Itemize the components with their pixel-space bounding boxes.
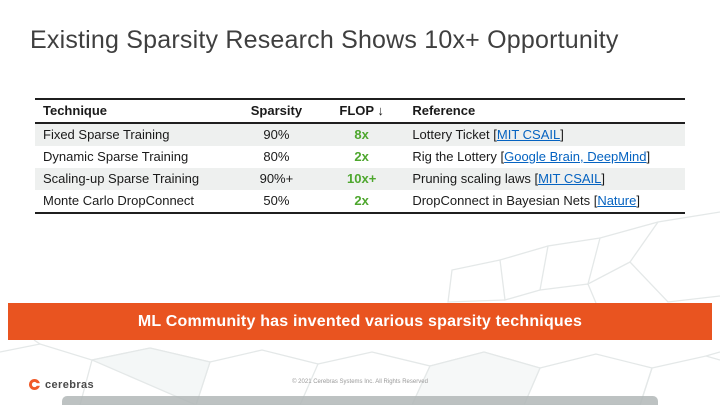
- reference-link[interactable]: Nature: [597, 193, 637, 208]
- reference-cell: Rig the Lottery [Google Brain, DeepMind]: [412, 149, 651, 164]
- reference-link[interactable]: MIT CSAIL: [538, 171, 602, 186]
- table-row: Dynamic Sparse Training 80% 2x Rig the Lott…: [35, 146, 685, 168]
- table-row: Fixed Sparse Training 90% 8x Lottery Ticket…: [35, 123, 685, 146]
- technique-cell: Scaling-up Sparse Training: [43, 171, 200, 186]
- banner-text: ML Community has invented various sparsi…: [137, 312, 583, 330]
- sparsity-cell: 90%: [263, 127, 290, 142]
- cerebras-logo-text: cerebras: [45, 378, 95, 391]
- table-row: Monte Carlo DropConnect 50% 2x DropConnect …: [35, 190, 685, 213]
- table-header-row: Technique Sparsity FLOP ↓ Reference: [35, 99, 685, 123]
- banner: ML Community has invented various sparsi…: [8, 303, 712, 340]
- reference-cell: Pruning scaling laws [MIT CSAIL]: [412, 171, 606, 186]
- slide-title: Existing Sparsity Research Shows 10x+ Op…: [30, 26, 619, 54]
- technique-cell: Fixed Sparse Training: [43, 127, 170, 142]
- reference-link[interactable]: MIT CSAIL: [496, 127, 561, 142]
- sparsity-table: Technique Sparsity FLOP ↓ Reference Fixe…: [35, 98, 685, 214]
- technique-cell: Dynamic Sparse Training: [43, 149, 189, 164]
- bottom-shadow-bar: [62, 396, 658, 405]
- technique-cell: Monte Carlo DropConnect: [43, 193, 195, 208]
- reference-cell: Lottery Ticket [MIT CSAIL]: [412, 127, 564, 142]
- table-row: Scaling-up Sparse Training 90%+ 10x+ Prunin…: [35, 168, 685, 190]
- reference-cell: DropConnect in Bayesian Nets [Nature]: [412, 193, 640, 208]
- col-header-technique: Technique: [43, 103, 108, 118]
- sparsity-cell: 90%+: [259, 171, 294, 186]
- sparsity-cell: 80%: [263, 149, 290, 164]
- col-header-flop: FLOP ↓: [339, 103, 384, 118]
- sparsity-cell: 50%: [263, 193, 290, 208]
- col-header-sparsity: Sparsity: [250, 103, 303, 118]
- copyright-text: © 2021 Cerebras Systems Inc. All Rights …: [292, 379, 428, 385]
- col-header-reference: Reference: [412, 103, 476, 118]
- reference-link[interactable]: Google Brain, DeepMind: [504, 149, 647, 164]
- cerebras-logo: cerebras: [28, 378, 94, 391]
- flop-cell: 10x+: [347, 171, 377, 186]
- cerebras-logo-icon: [28, 378, 41, 391]
- table-body: Fixed Sparse Training 90% 8x Lottery Ticket…: [35, 123, 685, 213]
- flop-cell: 8x: [354, 127, 369, 142]
- flop-cell: 2x: [354, 193, 369, 208]
- flop-cell: 2x: [354, 149, 369, 164]
